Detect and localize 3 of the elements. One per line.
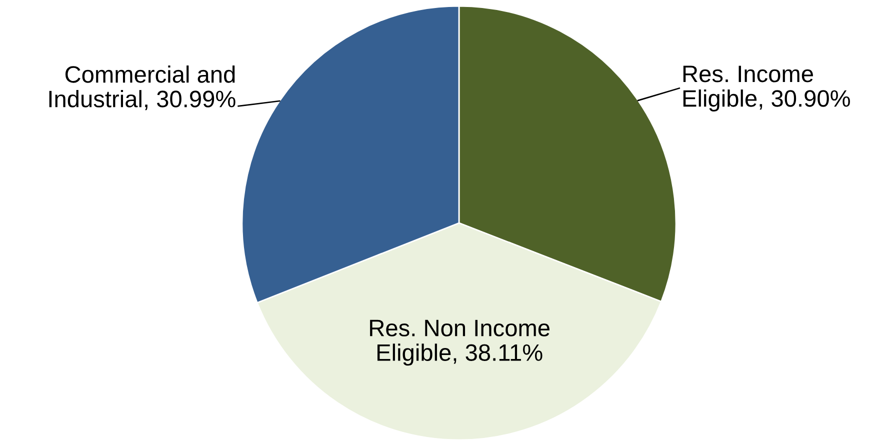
slice-label: Res. Non Income Eligible, 38.11%	[370, 320, 550, 366]
slice-label: Commercial and Industrial, 30.99%	[49, 65, 236, 110]
slice-label: Res. Income Eligible, 30.90%	[683, 66, 850, 112]
